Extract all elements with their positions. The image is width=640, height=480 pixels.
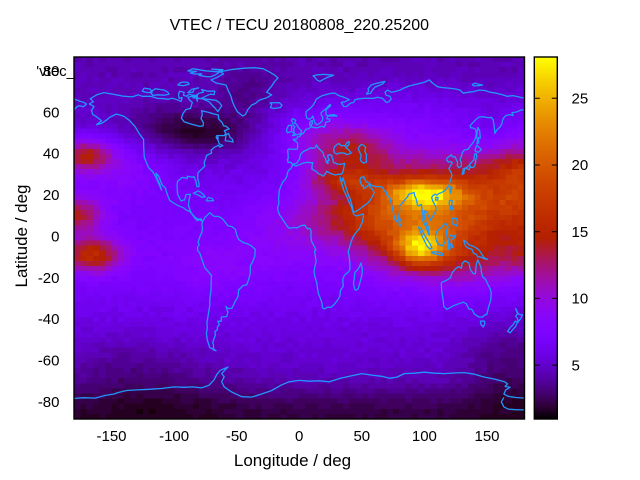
svg-text:10: 10 — [572, 291, 589, 308]
svg-text:-40: -40 — [38, 311, 60, 328]
svg-text:-50: -50 — [226, 428, 248, 445]
svg-text:150: 150 — [474, 428, 499, 445]
svg-text:Latitude / deg: Latitude / deg — [12, 184, 31, 287]
svg-text:100: 100 — [412, 428, 437, 445]
svg-text:0: 0 — [51, 228, 59, 245]
svg-text:-60: -60 — [38, 353, 60, 370]
svg-text:20: 20 — [43, 187, 60, 204]
svg-text:-80: -80 — [38, 394, 60, 411]
svg-text:-150: -150 — [96, 428, 126, 445]
svg-text:15: 15 — [572, 224, 589, 241]
svg-text:Longitude / deg: Longitude / deg — [234, 451, 351, 470]
svg-text:-100: -100 — [159, 428, 189, 445]
svg-text:VTEC / TECU 20180808_220.25200: VTEC / TECU 20180808_220.25200 — [170, 17, 430, 34]
svg-text:0: 0 — [295, 428, 303, 445]
svg-text:50: 50 — [353, 428, 370, 445]
svg-text:-20: -20 — [38, 270, 60, 287]
svg-text:80: 80 — [43, 63, 60, 80]
svg-text:'vtec_: 'vtec_ — [36, 63, 75, 80]
svg-text:5: 5 — [572, 357, 580, 374]
svg-text:25: 25 — [572, 91, 589, 108]
svg-text:40: 40 — [43, 146, 60, 163]
svg-text:20: 20 — [572, 157, 589, 174]
svg-text:60: 60 — [43, 104, 60, 121]
